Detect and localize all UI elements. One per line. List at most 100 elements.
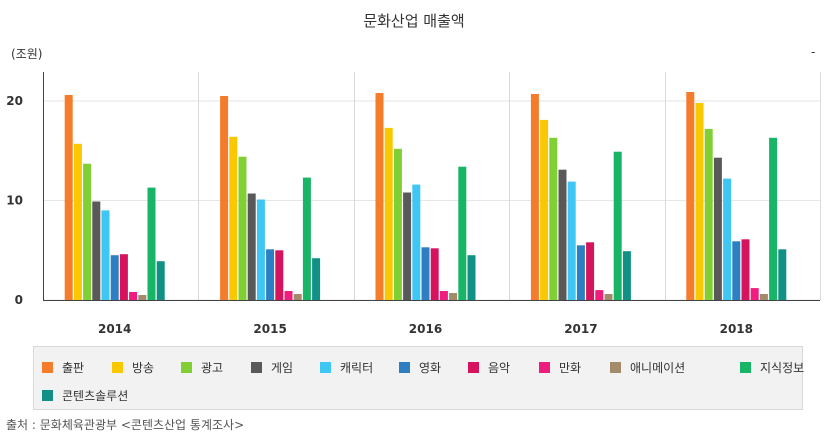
legend-label: 방송 (132, 361, 155, 375)
legend-swatch (610, 362, 621, 373)
bar-만화-2014 (129, 292, 138, 300)
legend-swatch (468, 362, 479, 373)
bar-애니메이션-2015 (293, 294, 302, 300)
bar-게임-2017 (558, 169, 567, 300)
bar-만화-2016 (439, 291, 448, 300)
bar-캐릭터-2015 (256, 199, 265, 300)
bar-만화-2015 (284, 291, 293, 300)
legend-label: 캐릭터 (340, 361, 374, 375)
bar-영화-2014 (110, 255, 119, 300)
x-tick-label: 2015 (253, 322, 286, 336)
bar-캐릭터-2018 (723, 178, 732, 300)
bar-출판-2018 (686, 92, 695, 300)
bar-콘텐츠솔루션-2017 (622, 251, 631, 300)
legend-item-콘텐츠솔루션[interactable]: 콘텐츠솔루션 (42, 387, 128, 404)
y-tick-label: 0 (15, 293, 23, 307)
legend-label: 출판 (62, 361, 85, 375)
legend-label: 음악 (488, 361, 511, 375)
bar-chart-plot: 0 10 20 2014 2015 2016 2017 2018 (6, 72, 821, 336)
bar-방송-2015 (229, 136, 238, 300)
bar-캐릭터-2017 (567, 181, 576, 300)
bar-게임-2016 (403, 192, 412, 300)
legend-swatch (320, 362, 331, 373)
y-axis-ticks: 0 10 20 (6, 94, 23, 307)
bars (64, 92, 787, 301)
bar-지식정보-2014 (147, 187, 156, 300)
legend-swatch (251, 362, 262, 373)
bar-콘텐츠솔루션-2015 (312, 258, 321, 300)
bar-광고-2018 (704, 128, 713, 300)
legend-label: 애니메이션 (630, 361, 686, 375)
legend-swatch (181, 362, 192, 373)
x-axis-ticks: 2014 2015 2016 2017 2018 (98, 322, 753, 336)
legend-item-출판[interactable]: 출판 (42, 359, 84, 376)
bar-광고-2014 (83, 163, 92, 300)
legend-item-방송[interactable]: 방송 (112, 359, 154, 376)
legend-item-만화[interactable]: 만화 (539, 359, 581, 376)
legend-swatch (539, 362, 550, 373)
x-tick-label: 2018 (720, 322, 753, 336)
bar-음악-2017 (586, 242, 595, 300)
legend-swatch (112, 362, 123, 373)
legend-swatch (42, 390, 53, 401)
bar-출판-2014 (64, 95, 73, 300)
bar-게임-2014 (92, 201, 101, 300)
bar-영화-2018 (732, 241, 741, 300)
bar-출판-2016 (375, 93, 384, 300)
legend-label: 게임 (271, 361, 294, 375)
bar-애니메이션-2016 (449, 293, 458, 300)
bar-방송-2016 (384, 127, 393, 301)
legend-label: 광고 (201, 361, 224, 375)
bar-애니메이션-2018 (759, 294, 768, 300)
bar-출판-2015 (220, 96, 229, 300)
bar-광고-2017 (549, 137, 558, 300)
legend-item-캐릭터[interactable]: 캐릭터 (320, 359, 373, 376)
bar-방송-2017 (540, 119, 549, 301)
bar-음악-2016 (430, 248, 439, 300)
bar-지식정보-2016 (458, 166, 467, 300)
bar-만화-2018 (750, 288, 759, 300)
x-tick-label: 2017 (564, 322, 597, 336)
bar-지식정보-2017 (613, 151, 622, 300)
bar-지식정보-2018 (769, 137, 778, 300)
bar-영화-2015 (266, 249, 275, 300)
bar-출판-2017 (530, 94, 539, 300)
legend-item-광고[interactable]: 광고 (181, 359, 223, 376)
bar-음악-2015 (275, 250, 284, 301)
legend-item-영화[interactable]: 영화 (399, 359, 441, 376)
y-tick-label: 20 (6, 94, 23, 108)
bar-영화-2016 (421, 247, 430, 300)
legend-label: 콘텐츠솔루션 (62, 389, 129, 403)
bar-콘텐츠솔루션-2014 (156, 261, 165, 300)
bar-콘텐츠솔루션-2018 (778, 249, 787, 300)
chart-title: 문화산업 매출액 (363, 12, 465, 30)
bar-음악-2014 (119, 254, 128, 300)
legend-item-애니메이션[interactable]: 애니메이션 (610, 359, 685, 376)
legend-swatch (740, 362, 751, 373)
legend-swatch (399, 362, 410, 373)
legend-label: 만화 (559, 361, 582, 375)
bar-음악-2018 (741, 239, 750, 300)
bar-방송-2018 (695, 103, 704, 300)
bar-광고-2015 (238, 156, 247, 300)
source-note: 출처 : 문화체육관광부 <콘텐츠산업 통계조사> (6, 418, 245, 432)
bar-캐릭터-2014 (101, 210, 110, 300)
bar-만화-2017 (595, 290, 604, 300)
bar-게임-2018 (713, 157, 722, 300)
bar-캐릭터-2016 (412, 184, 421, 300)
bar-방송-2014 (73, 143, 82, 300)
y-axis-unit-label: (조원) (11, 47, 43, 61)
corner-mark: - (811, 45, 816, 59)
legend-item-지식정보[interactable]: 지식정보 (740, 359, 804, 376)
bar-애니메이션-2017 (604, 294, 613, 300)
legend-item-음악[interactable]: 음악 (468, 359, 510, 376)
legend-label: 지식정보 (760, 361, 805, 375)
bar-콘텐츠솔루션-2016 (467, 255, 476, 300)
bar-지식정보-2015 (302, 177, 311, 300)
bar-게임-2015 (247, 193, 256, 300)
bar-광고-2016 (393, 148, 402, 300)
legend-item-게임[interactable]: 게임 (251, 359, 293, 376)
x-tick-label: 2016 (409, 322, 442, 336)
bar-영화-2017 (576, 245, 585, 300)
